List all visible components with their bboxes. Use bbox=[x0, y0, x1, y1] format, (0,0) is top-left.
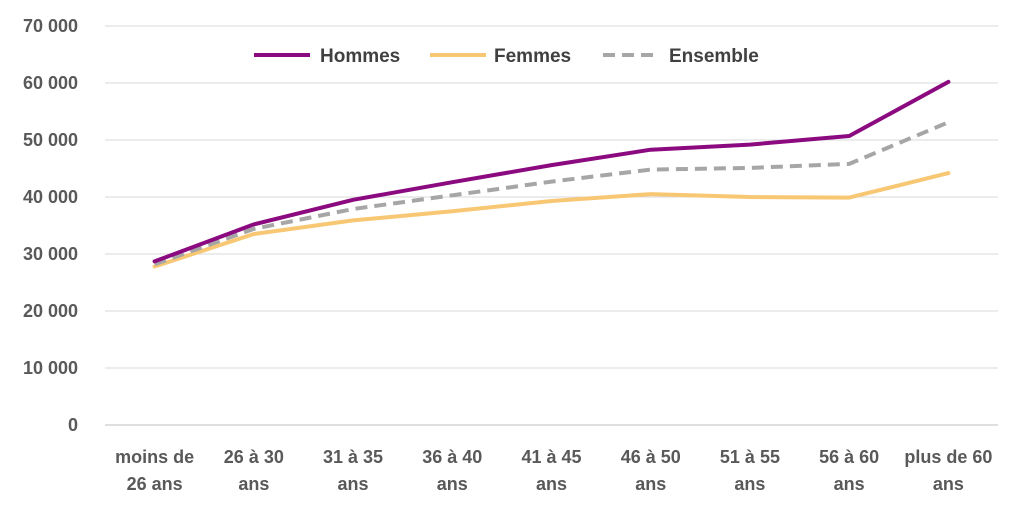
x-tick-label: 36 à 40 ans bbox=[422, 447, 482, 494]
x-tick-label: 31 à 35 ans bbox=[323, 447, 383, 494]
legend-label-hommes: Hommes bbox=[320, 46, 400, 67]
y-axis-tick-labels: 0 10 000 20 000 30 000 40 000 50 000 60 000 70 … bbox=[23, 16, 78, 435]
x-tick-label-line: ans bbox=[734, 474, 765, 494]
y-tick-label: 30 000 bbox=[23, 244, 78, 264]
y-tick-label: 40 000 bbox=[23, 187, 78, 207]
x-tick-label: 41 à 45 ans bbox=[521, 447, 581, 494]
x-tick-label-line: ans bbox=[635, 474, 666, 494]
x-tick-label-line: 56 à 60 bbox=[819, 447, 879, 467]
x-tick-label-line: ans bbox=[338, 474, 369, 494]
x-tick-label-line: ans bbox=[933, 474, 964, 494]
x-tick-label-line: 36 à 40 bbox=[422, 447, 482, 467]
series-lines bbox=[152, 79, 951, 269]
x-tick-label: 56 à 60 ans bbox=[819, 447, 879, 494]
y-tick-label: 20 000 bbox=[23, 301, 78, 321]
x-tick-label-line: 41 à 45 bbox=[521, 447, 581, 467]
y-tick-label: 70 000 bbox=[23, 16, 78, 36]
x-tick-label: moins de 26 ans bbox=[115, 447, 194, 494]
x-tick-label-line: 26 à 30 bbox=[224, 447, 284, 467]
y-tick-label: 10 000 bbox=[23, 358, 78, 378]
y-tick-label: 0 bbox=[68, 415, 78, 435]
y-tick-label: 60 000 bbox=[23, 73, 78, 93]
legend: Hommes Femmes Ensemble bbox=[254, 46, 759, 67]
x-tick-label-line: 31 à 35 bbox=[323, 447, 383, 467]
x-tick-label-line: plus de 60 bbox=[904, 447, 992, 467]
series-line-ensemble bbox=[153, 120, 950, 267]
series-line-femmes bbox=[152, 171, 951, 269]
gridlines bbox=[105, 25, 998, 426]
x-tick-label: 51 à 55 ans bbox=[720, 447, 780, 494]
x-tick-label-line: ans bbox=[437, 474, 468, 494]
series-line-hommes bbox=[152, 79, 951, 264]
x-tick-label-line: ans bbox=[536, 474, 567, 494]
x-tick-label-line: 26 ans bbox=[127, 474, 183, 494]
legend-label-ensemble: Ensemble bbox=[669, 46, 759, 67]
x-tick-label-line: ans bbox=[834, 474, 865, 494]
legend-label-femmes: Femmes bbox=[494, 46, 571, 67]
x-tick-label-line: moins de bbox=[115, 447, 194, 467]
x-tick-label-line: 51 à 55 bbox=[720, 447, 780, 467]
x-tick-label: 26 à 30 ans bbox=[224, 447, 284, 494]
x-tick-label-line: ans bbox=[238, 474, 269, 494]
y-tick-label: 50 000 bbox=[23, 130, 78, 150]
x-tick-label-line: 46 à 50 bbox=[621, 447, 681, 467]
x-tick-label: 46 à 50 ans bbox=[621, 447, 681, 494]
x-tick-label: plus de 60 ans bbox=[904, 447, 992, 494]
